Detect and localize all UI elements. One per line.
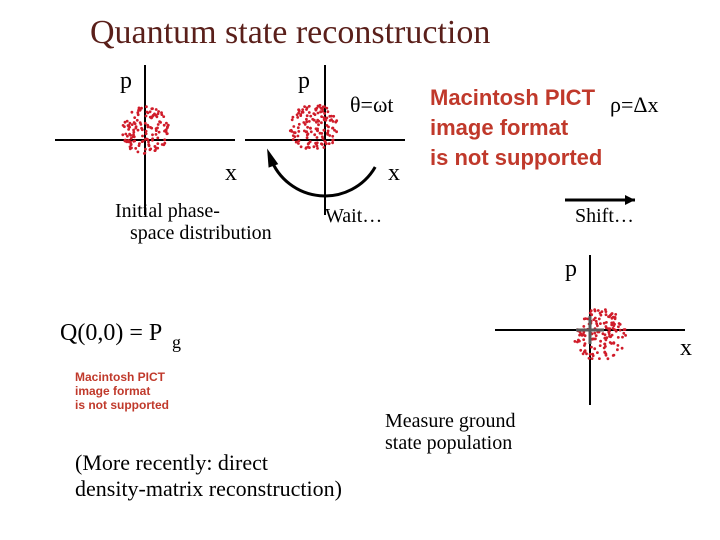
pict-large-line-2: is not supported <box>430 145 602 171</box>
rotation-arc <box>271 158 376 196</box>
pict-large-line-1: image format <box>430 115 568 141</box>
pict-small-line-1: image format <box>75 384 150 398</box>
shift-arrow-head <box>625 195 635 205</box>
blob-3 <box>574 308 627 360</box>
pict-small-line-0: Macintosh PICT <box>75 370 165 384</box>
pict-small-line-2: is not supported <box>75 398 169 412</box>
blob-1 <box>121 105 169 155</box>
blob-2 <box>289 104 338 150</box>
rotation-arc-arrowhead <box>267 148 278 167</box>
svg-layer <box>0 0 720 540</box>
pict-large-line-0: Macintosh PICT <box>430 85 595 111</box>
